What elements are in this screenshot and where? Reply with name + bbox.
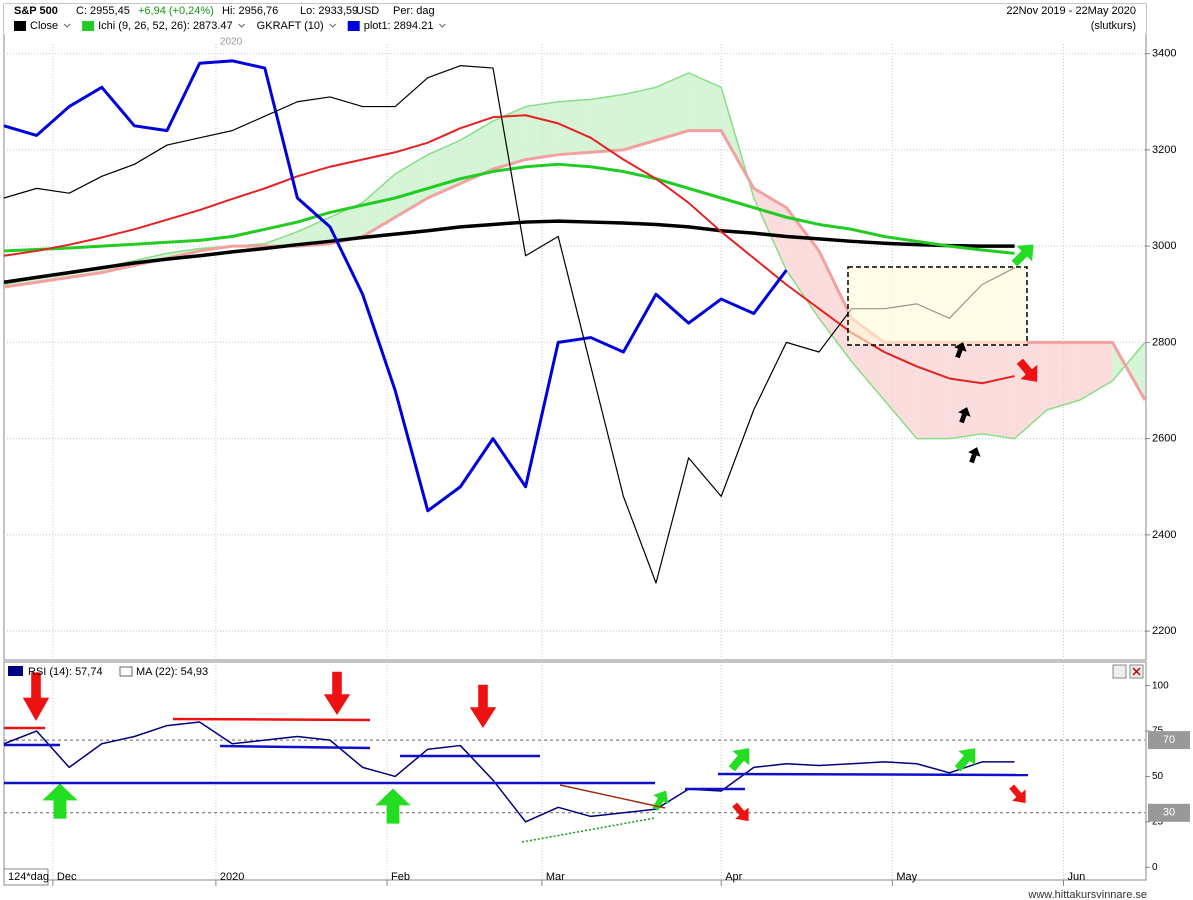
period: Per: dag — [393, 5, 435, 17]
ma-swatch — [119, 666, 133, 677]
series-line — [3, 59, 788, 513]
cloud-fill — [623, 87, 656, 150]
legend-dropdown — [329, 23, 337, 28]
cloud-fill — [460, 121, 493, 184]
cloud-fill — [916, 342, 950, 439]
legend-swatch — [347, 21, 360, 31]
level-label: 70 — [1163, 734, 1175, 746]
series-line — [3, 65, 1015, 584]
y-tick-label: 2800 — [1152, 336, 1176, 348]
level-label: 30 — [1163, 807, 1175, 819]
price-layer: 2020 2200 2400 2600 2800 3000 3200 3400 — [3, 37, 1176, 660]
change-value: +6,94 (+0,24%) — [138, 5, 214, 17]
legend: Close Ichi (9, 26, 52, 26): 2873.47 GKRAFT… — [14, 20, 446, 32]
cloud-fill — [590, 94, 624, 153]
y-tick-label: 3400 — [1152, 48, 1176, 60]
rsi-title: RSI (14): 57,74 — [28, 666, 103, 678]
symbol: S&P 500 — [14, 5, 58, 17]
legend-label: plot1: 2894.21 — [364, 20, 434, 32]
date-range: 22Nov 2019 - 22May 2020 — [1006, 5, 1136, 17]
rsi-ma: MA (22): 54,93 — [136, 666, 208, 678]
legend-label: Ichi (9, 26, 52, 26): 2873.47 — [98, 20, 233, 32]
cloud-fill — [688, 72, 722, 131]
legend-label: GKRAFT (10) — [257, 20, 324, 32]
legend-label: Close — [30, 20, 58, 32]
y-tick-label: 3200 — [1152, 144, 1176, 156]
trend-lines — [4, 717, 1029, 843]
y-tick-label: 100 — [1152, 680, 1169, 691]
legend-dropdown — [63, 23, 71, 28]
x-tick-label: Apr — [725, 871, 742, 883]
legend-dropdown — [439, 23, 446, 28]
price-mode: (slutkurs) — [1091, 20, 1136, 32]
period-box — [3, 868, 49, 886]
trend-line — [717, 772, 1029, 777]
x-tick-label: May — [896, 871, 917, 883]
x-tick-label: Dec — [57, 871, 77, 883]
cloud-fill — [949, 342, 982, 439]
cloud-fill — [330, 202, 363, 244]
y-tick-label: 3000 — [1152, 240, 1176, 252]
period-label: 124*dag — [8, 871, 49, 883]
cloud-span-a — [3, 72, 1146, 440]
rsi-panel — [3, 661, 1147, 881]
high-value: Hi: 2956,76 — [222, 5, 278, 17]
y-tick-label: 2400 — [1152, 529, 1176, 541]
x-tick-label: 2020 — [220, 871, 244, 883]
panel-button[interactable] — [1112, 664, 1127, 679]
x-tick-label: Mar — [546, 871, 565, 883]
x-tick-label: Feb — [391, 871, 410, 883]
watermark: www.hittakursvinnare.se — [1027, 889, 1147, 900]
cloud-fill — [558, 99, 591, 155]
cloud-fill — [656, 72, 689, 141]
series-line — [3, 114, 1015, 385]
cloud-fill — [819, 250, 852, 362]
trend-line — [219, 744, 371, 750]
trend-line — [172, 717, 371, 722]
cloud-fill — [493, 106, 526, 170]
rsi-layer: Dec2020FebMarAprMayJun02550751007030 — [3, 662, 1190, 886]
close-icon — [1132, 667, 1141, 676]
series-line — [3, 162, 1015, 255]
level-box — [1148, 731, 1190, 750]
trend-line — [559, 784, 666, 809]
legend-dropdown — [238, 23, 246, 28]
cloud-fill — [427, 140, 461, 198]
trend-line — [521, 817, 656, 843]
cloud-fill — [786, 207, 819, 319]
rsi-swatch — [8, 666, 23, 676]
y-tick-label: 25 — [1152, 817, 1164, 828]
level-box — [1148, 803, 1190, 822]
x-tick-label: Jun — [1068, 871, 1086, 883]
cloud-fill — [982, 342, 1015, 439]
legend-swatch — [82, 21, 95, 31]
low-value: Lo: 2933,59 — [300, 5, 358, 17]
series-line — [3, 721, 1015, 823]
cloud-fill — [884, 342, 917, 439]
highlight-box — [847, 266, 1028, 346]
y-tick-label: 0 — [1152, 862, 1158, 873]
cloud-fill — [525, 101, 559, 160]
cloud-fill — [1047, 342, 1080, 410]
cloud-fill — [297, 217, 330, 247]
y-tick-label: 50 — [1152, 771, 1164, 782]
currency: USD — [356, 5, 379, 17]
cloud-fill — [1112, 342, 1145, 401]
close-value: C: 2955,45 — [76, 5, 130, 17]
y-tick-label: 2200 — [1152, 625, 1176, 637]
series-line — [3, 219, 1015, 284]
header-bg — [4, 4, 1146, 34]
y-tick-label: 2600 — [1152, 433, 1176, 445]
legend-swatch — [14, 21, 26, 31]
year-label: 2020 — [220, 37, 243, 48]
